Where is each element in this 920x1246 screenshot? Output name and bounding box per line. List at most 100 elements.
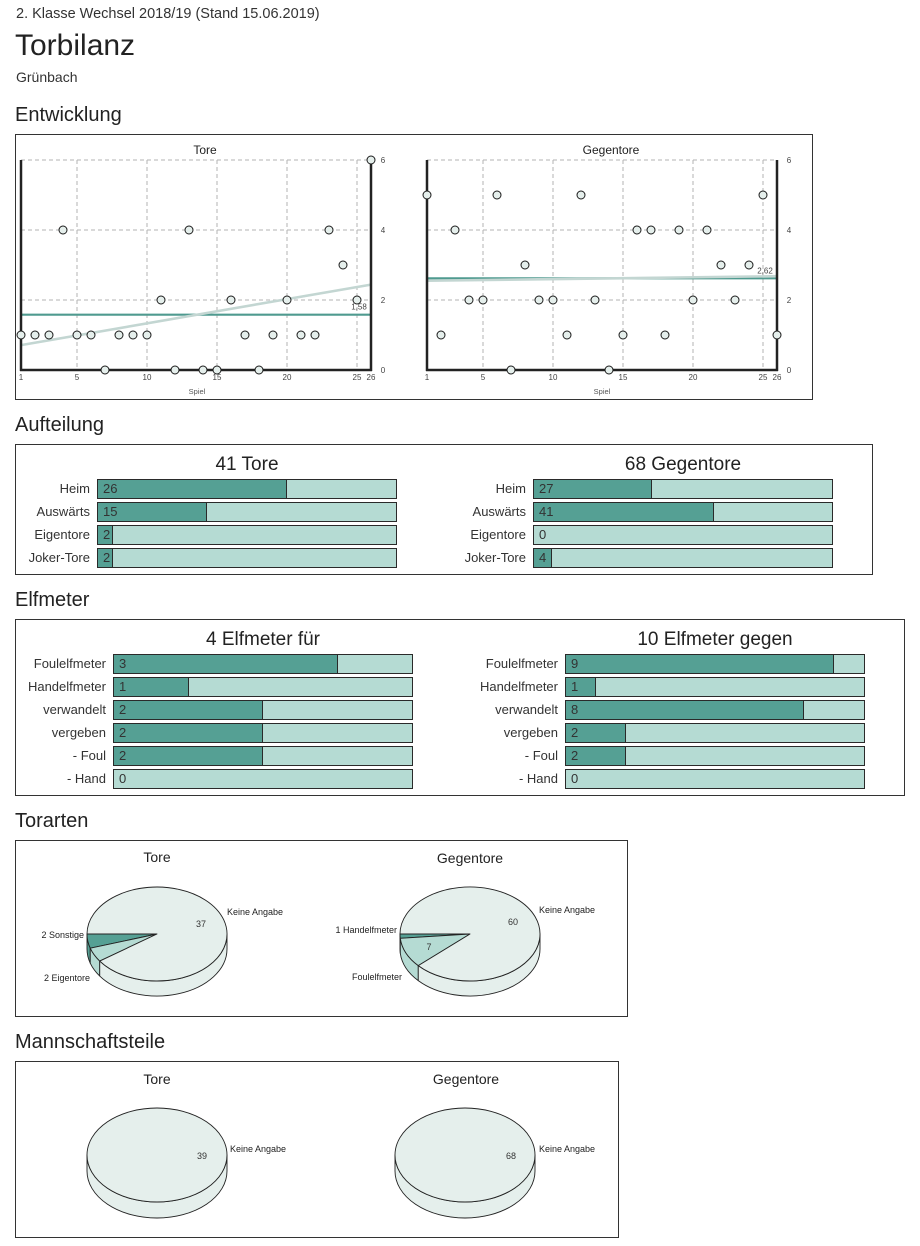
data-point: [86, 330, 96, 340]
bar-track-joker-tore: 2: [97, 548, 397, 568]
mannschaftsteile-gegentore-pie-chart: Gegentore 68 Keine Angabe: [394, 1071, 595, 1219]
x-tick-label: 10: [549, 373, 558, 382]
pie-slice-label: Keine Angabe: [539, 1144, 595, 1154]
pie-value-label: 39: [197, 1151, 207, 1161]
data-point: [282, 295, 292, 305]
pie-value-label: 60: [508, 917, 518, 927]
bar-label-hand: - Hand: [518, 771, 558, 786]
bar-fill-vergeben: [114, 724, 263, 742]
bar-fill-foul: [566, 747, 626, 765]
team-name: Grünbach: [16, 69, 78, 85]
bar-fill-vergeben: [566, 724, 626, 742]
bar-label-joker-tore: Joker-Tore: [464, 550, 526, 565]
bar-label-eigentore: Eigentore: [34, 527, 90, 542]
x-tick-label: 26: [367, 373, 376, 382]
pie-marks: [399, 886, 541, 997]
data-point: [520, 260, 530, 270]
chart-title: Gegentore: [583, 143, 640, 157]
bar-track-verwandelt: 2: [113, 700, 413, 720]
bar-track-hand: 0: [565, 769, 865, 789]
pie-value-label: 7: [426, 942, 431, 952]
y-tick-label: 4: [787, 226, 792, 235]
section-heading-torarten: Torarten: [15, 810, 89, 832]
bar-track-auswaerts: 15: [97, 502, 397, 522]
data-point: [492, 190, 502, 200]
bar-track-joker-tore: 4: [533, 548, 833, 568]
pie-slice-label: 1 Handelfmeter: [335, 925, 397, 935]
bar-track-vergeben: 2: [565, 723, 865, 743]
data-point: [72, 330, 82, 340]
bar-value: 8: [571, 702, 579, 717]
x-tick-label: 25: [759, 373, 768, 382]
bar-value: 2: [571, 748, 579, 763]
x-tick-label: 10: [143, 373, 152, 382]
bar-chart-title: 4 Elfmeter für: [205, 629, 321, 650]
aufteilung-panel: 41 Tore Heim 26 Auswärts 15 Eigentore 2 Joker-T…: [15, 444, 873, 575]
bar-label-heim: Heim: [495, 481, 526, 496]
pie-title: Gegentore: [433, 1071, 499, 1087]
pie-title: Gegentore: [437, 850, 503, 866]
bar-label-eigentore: Eigentore: [470, 527, 526, 542]
data-point: [674, 225, 684, 235]
bar-label-vergeben: vergeben: [51, 725, 106, 740]
pie-marks: [394, 1107, 536, 1219]
data-point: [324, 225, 334, 235]
data-point: [506, 365, 516, 375]
data-point: [184, 225, 194, 235]
bar-value: 0: [539, 527, 547, 542]
bar-value: 41: [539, 504, 554, 519]
bar-label-verwandelt: verwandelt: [495, 702, 558, 717]
data-point: [240, 330, 250, 340]
pie-slice-label: Keine Angabe: [539, 905, 595, 915]
y-tick-label: 0: [381, 366, 386, 375]
bar-track-verwandelt: 8: [565, 700, 865, 720]
bar-value: 3: [119, 656, 127, 671]
mannschaftsteile-panel: Tore 39 Keine Angabe Gegentore 68 Keine …: [15, 1061, 619, 1238]
torarten-panel: Tore 37 Keine Angabe 2 Sonstige 2 Eigent…: [15, 840, 628, 1017]
data-point: [114, 330, 124, 340]
data-point: [296, 330, 306, 340]
bar-track-foulelfmeter: 3: [113, 654, 413, 674]
y-tick-label: 4: [381, 226, 386, 235]
data-point: [436, 330, 446, 340]
x-tick-label: 1: [19, 373, 24, 382]
x-axis-label: Spiel: [594, 387, 611, 396]
bar-fill-handelfmeter: [114, 678, 189, 696]
x-tick-label: 5: [481, 373, 486, 382]
data-point: [254, 365, 264, 375]
data-point: [702, 225, 712, 235]
bar-track-eigentore: 2: [97, 525, 397, 545]
section-heading-mannschaftsteile: Mannschaftsteile: [15, 1031, 166, 1053]
bar-track-foul: 2: [113, 746, 413, 766]
bar-label-foul: - Foul: [524, 748, 558, 763]
y-tick-label: 2: [787, 296, 792, 305]
bar-fill-auswaerts: [534, 503, 714, 521]
x-tick-label: 20: [283, 373, 292, 382]
bar-track-handelfmeter: 1: [113, 677, 413, 697]
bar-value: 15: [103, 504, 118, 519]
chart-title: Tore: [193, 143, 217, 157]
data-point: [744, 260, 754, 270]
bar-fill-foulelfmeter: [114, 655, 338, 673]
torarten-tore-pie-chart: Tore 37 Keine Angabe 2 Sonstige 2 Eigent…: [41, 849, 283, 997]
bar-label-handelfmeter: Handelfmeter: [27, 679, 106, 694]
data-point: [58, 225, 68, 235]
pie-slice-keine-angabe: [86, 1107, 228, 1203]
data-point: [604, 365, 614, 375]
bar-track-auswaerts: 41: [533, 502, 833, 522]
pie-slice-label: Keine Angabe: [230, 1144, 286, 1154]
pie-slice-label: 2 Sonstige: [41, 930, 84, 940]
data-point: [772, 330, 782, 340]
bar-fill-joker-tore: [534, 549, 552, 567]
x-tick-label: 20: [689, 373, 698, 382]
data-point: [44, 330, 54, 340]
section-heading-entwicklung: Entwicklung: [15, 104, 122, 126]
pie-slice-keine-angabe: [399, 886, 541, 982]
pie-slice-label: Keine Angabe: [227, 907, 283, 917]
page-title: Torbilanz: [15, 29, 136, 62]
data-point: [268, 330, 278, 340]
